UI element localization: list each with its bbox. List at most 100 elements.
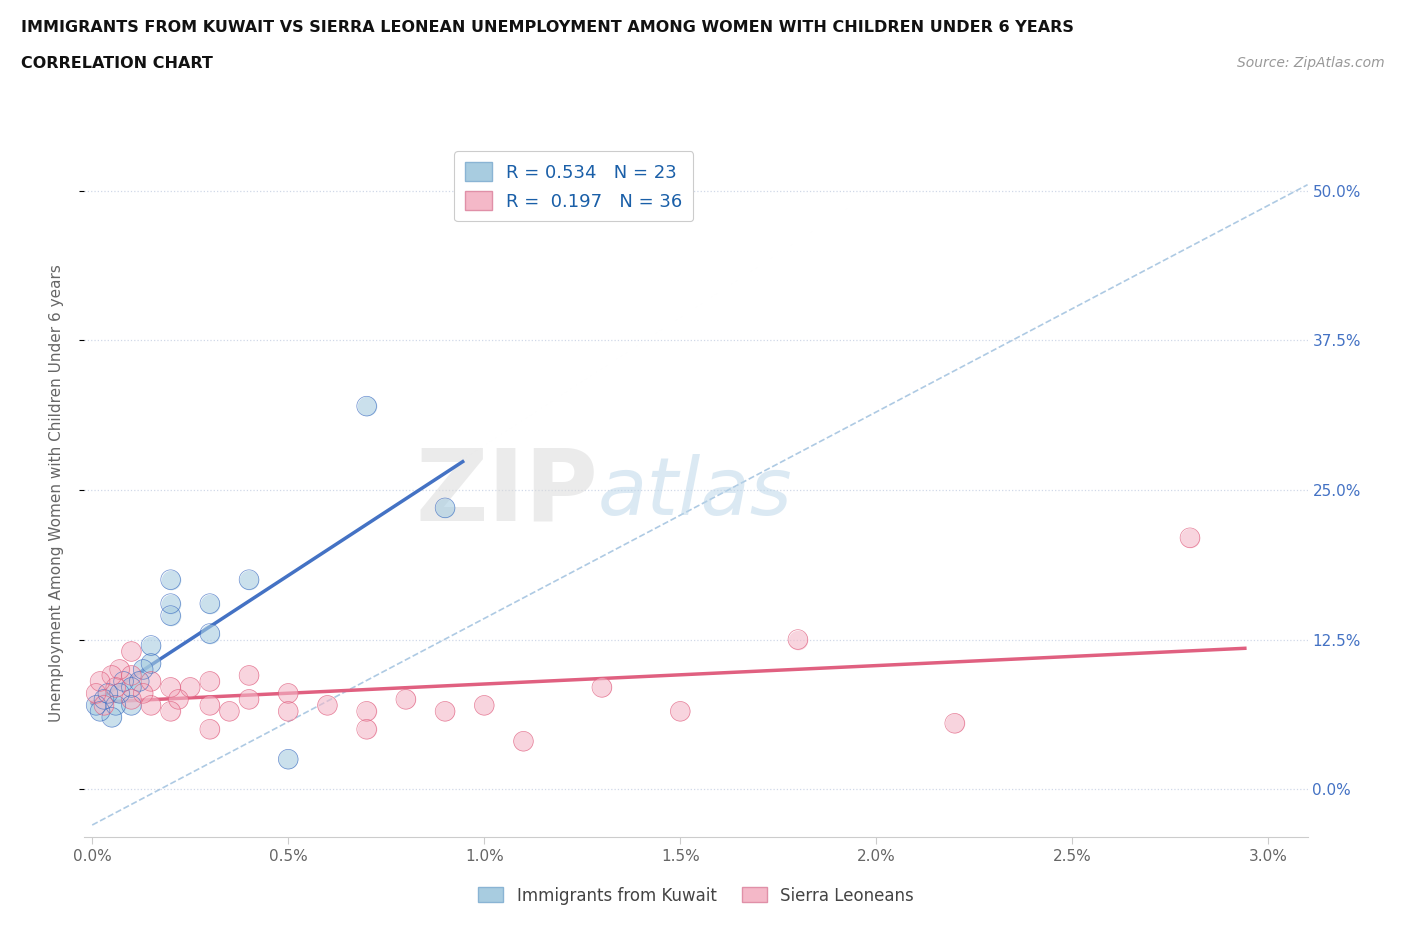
Point (277, 704, 299, 719)
Point (93, 698, 115, 712)
Point (159, 596, 181, 611)
Point (101, 710, 124, 724)
Point (238, 572, 260, 587)
Point (434, 704, 457, 719)
Point (128, 674, 150, 689)
Point (198, 596, 221, 611)
Text: ZIP: ZIP (415, 445, 598, 541)
Point (120, 680, 142, 695)
Point (238, 668, 260, 683)
Point (159, 572, 181, 587)
Point (787, 632, 810, 647)
Point (139, 698, 162, 712)
Point (120, 698, 142, 712)
Point (198, 698, 221, 712)
Point (120, 644, 142, 659)
Point (89, 704, 111, 719)
Point (1178, 530, 1201, 545)
Point (1178, 530, 1201, 545)
Point (198, 698, 221, 712)
Point (101, 710, 124, 724)
Point (512, 734, 534, 749)
Point (97, 686, 120, 701)
Point (434, 500, 457, 515)
Point (120, 680, 142, 695)
Point (669, 704, 692, 719)
Text: IMMIGRANTS FROM KUWAIT VS SIERRA LEONEAN UNEMPLOYMENT AMONG WOMEN WITH CHILDREN : IMMIGRANTS FROM KUWAIT VS SIERRA LEONEAN… (21, 20, 1074, 35)
Point (943, 716, 966, 731)
Point (277, 686, 299, 701)
Point (277, 704, 299, 719)
Point (84, 686, 107, 701)
Point (104, 698, 127, 712)
Point (104, 698, 127, 712)
Point (238, 692, 260, 707)
Point (198, 674, 221, 689)
Point (108, 662, 131, 677)
Point (218, 704, 240, 719)
Point (356, 704, 378, 719)
Point (787, 632, 810, 647)
Point (356, 399, 378, 414)
Point (108, 686, 131, 701)
Point (89, 674, 111, 689)
Point (198, 722, 221, 737)
Point (669, 704, 692, 719)
Point (120, 698, 142, 712)
Point (198, 674, 221, 689)
Point (179, 680, 201, 695)
Point (132, 686, 155, 701)
Point (120, 668, 142, 683)
Point (395, 692, 418, 707)
Point (238, 572, 260, 587)
Point (943, 716, 966, 731)
Point (198, 722, 221, 737)
Point (104, 680, 127, 695)
Point (101, 668, 124, 683)
Point (108, 662, 131, 677)
Point (159, 680, 181, 695)
Point (472, 698, 495, 712)
Point (218, 704, 240, 719)
Point (167, 692, 190, 707)
Point (159, 704, 181, 719)
Point (434, 500, 457, 515)
Point (159, 608, 181, 623)
Point (159, 680, 181, 695)
Point (198, 626, 221, 641)
Point (356, 722, 378, 737)
Point (132, 662, 155, 677)
Point (112, 674, 135, 689)
Point (101, 668, 124, 683)
Point (97, 686, 120, 701)
Point (159, 572, 181, 587)
Point (120, 644, 142, 659)
Point (159, 704, 181, 719)
Point (356, 399, 378, 414)
Point (316, 698, 339, 712)
Point (356, 722, 378, 737)
Point (139, 638, 162, 653)
Point (120, 668, 142, 683)
Point (434, 704, 457, 719)
Point (591, 680, 613, 695)
Point (93, 698, 115, 712)
Point (89, 674, 111, 689)
Point (139, 638, 162, 653)
Point (591, 680, 613, 695)
Point (179, 680, 201, 695)
Point (120, 692, 142, 707)
Point (159, 596, 181, 611)
Point (139, 674, 162, 689)
Point (139, 656, 162, 671)
Point (84, 698, 107, 712)
Point (93, 692, 115, 707)
Text: Source: ZipAtlas.com: Source: ZipAtlas.com (1237, 56, 1385, 70)
Point (128, 674, 150, 689)
Point (512, 734, 534, 749)
Point (120, 692, 142, 707)
Point (198, 596, 221, 611)
Point (159, 608, 181, 623)
Point (472, 698, 495, 712)
Point (93, 692, 115, 707)
